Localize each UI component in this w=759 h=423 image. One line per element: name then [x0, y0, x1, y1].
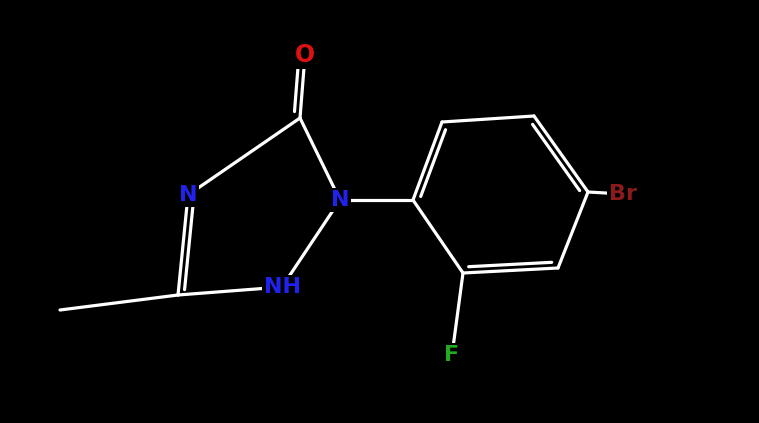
Text: F: F [445, 345, 459, 365]
Text: N: N [179, 185, 197, 205]
Text: N: N [331, 190, 349, 210]
Text: O: O [295, 43, 315, 67]
Text: Br: Br [609, 184, 637, 204]
Text: NH: NH [263, 277, 301, 297]
